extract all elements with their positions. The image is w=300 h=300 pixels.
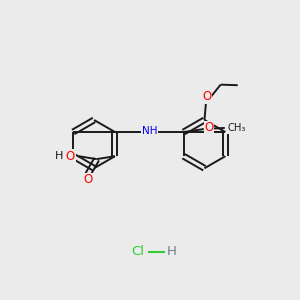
- Text: O: O: [66, 150, 75, 163]
- Text: H: H: [55, 151, 64, 160]
- Text: O: O: [83, 173, 92, 186]
- Text: H: H: [167, 245, 177, 258]
- Text: O: O: [202, 91, 211, 103]
- Text: O: O: [204, 122, 214, 134]
- Text: Cl: Cl: [132, 245, 145, 258]
- Text: NH: NH: [142, 126, 157, 136]
- Text: CH₃: CH₃: [228, 123, 246, 133]
